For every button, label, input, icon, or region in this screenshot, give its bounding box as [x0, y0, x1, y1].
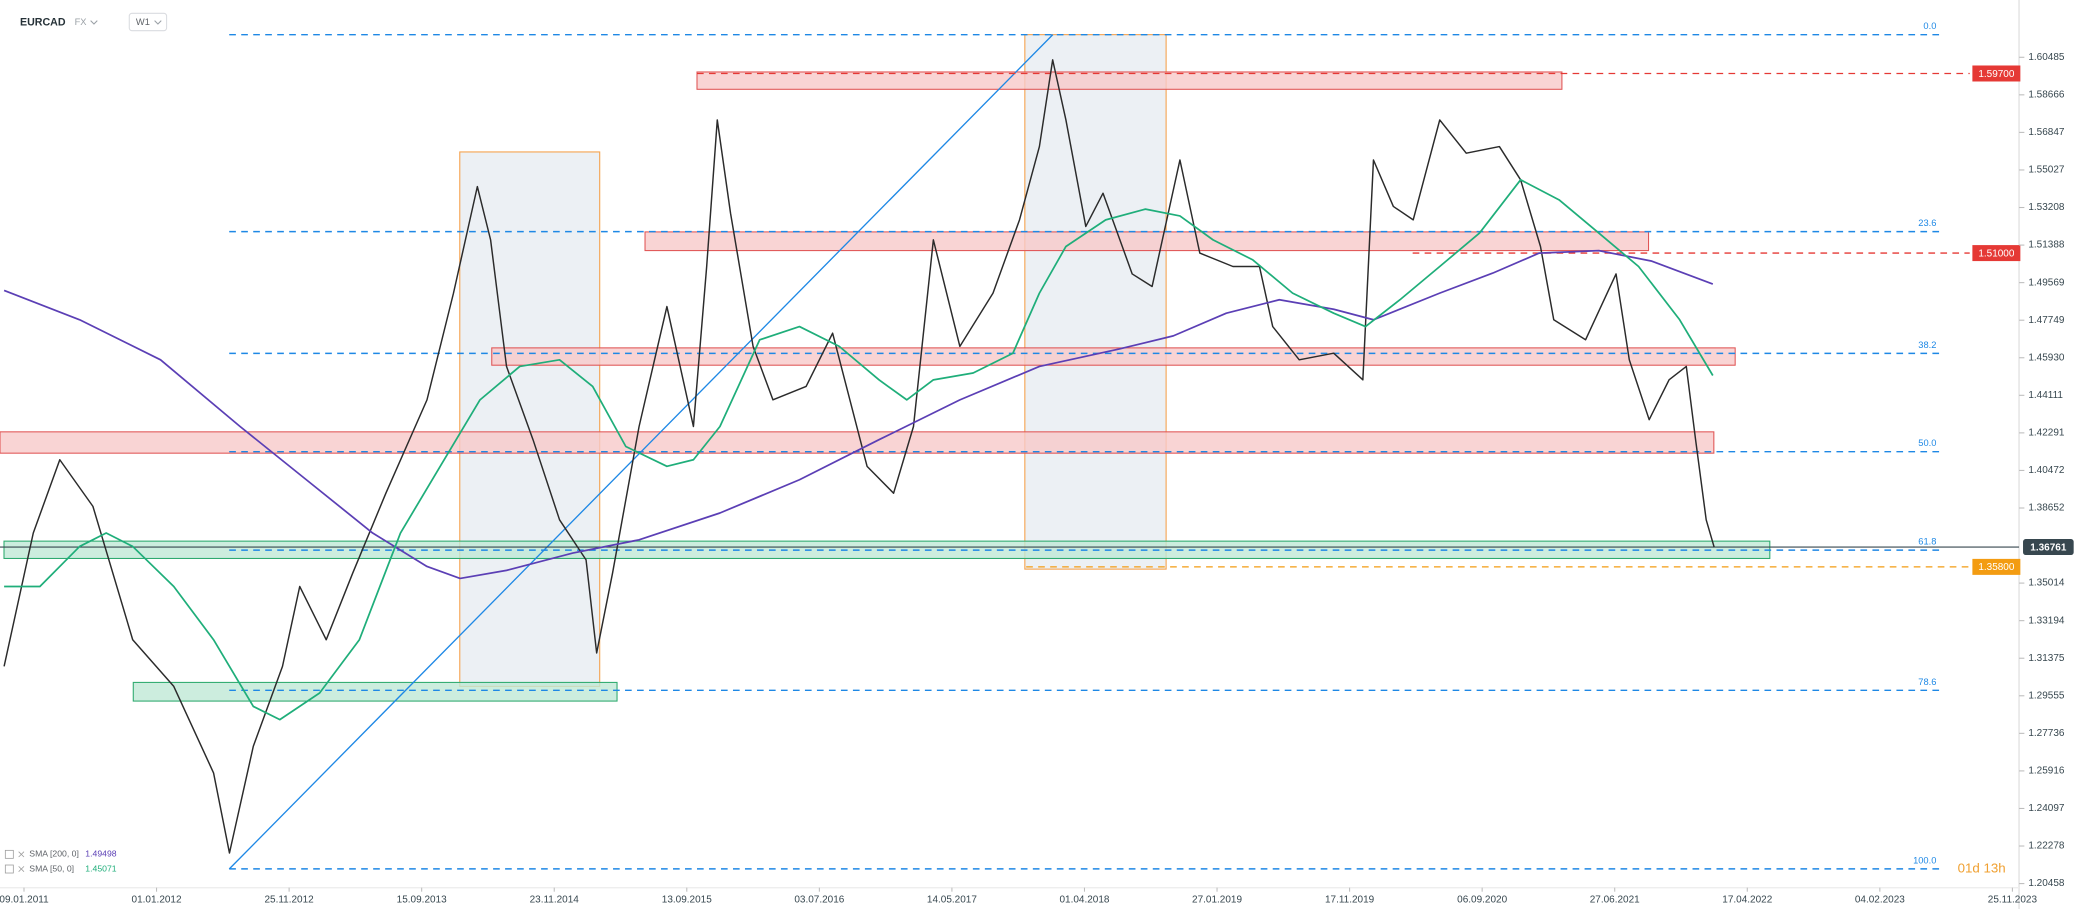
- y-tick-label: 1.31375: [2028, 653, 2065, 664]
- legend-value: 1.49498: [85, 849, 116, 859]
- price-label-box: [1972, 558, 2021, 575]
- resistance-zone: [644, 231, 1650, 252]
- price-label-box: [2023, 539, 2074, 556]
- y-tick-label: 1.56847: [2028, 127, 2065, 138]
- market: FX: [75, 17, 88, 27]
- fib-label: 50.0: [1918, 438, 1936, 448]
- x-tick-label: 04.02.2023: [1855, 894, 1905, 905]
- y-tick-label: 1.60485: [2028, 52, 2065, 63]
- sma-line: [4, 178, 1714, 721]
- price-label: 1.59700: [1978, 69, 2015, 80]
- zones: [0, 34, 1771, 870]
- price-label: 1.51000: [1978, 248, 2015, 259]
- x-tick-label: 01.04.2018: [1059, 894, 1109, 905]
- y-tick-label: 1.45930: [2028, 352, 2065, 363]
- symbol: EURCAD: [20, 16, 66, 28]
- timeframe-button[interactable]: [128, 12, 168, 32]
- x-tick-label: 06.09.2020: [1457, 894, 1507, 905]
- x-tick-label: 25.11.2012: [264, 894, 314, 905]
- y-tick-label: 1.27736: [2028, 728, 2065, 739]
- range-box: [459, 151, 601, 687]
- fib-label: 100.0: [1913, 855, 1936, 865]
- y-tick-label: 1.53208: [2028, 202, 2065, 213]
- y-tick-label: 1.35014: [2028, 578, 2065, 589]
- y-tick-label: 1.22278: [2028, 841, 2065, 852]
- x-tick-label: 27.01.2019: [1192, 894, 1242, 905]
- legend-name: SMA [50, 0]: [29, 863, 74, 873]
- y-tick-label: 1.20458: [2028, 878, 2065, 889]
- legend-close: [18, 851, 25, 858]
- sma-line: [3, 249, 1714, 580]
- header: EURCAD FX W1: [20, 12, 168, 32]
- resistance-zone: [491, 347, 1736, 366]
- y-tick-label: 1.24097: [2028, 803, 2065, 814]
- y-tick-label: 1.55027: [2028, 165, 2065, 176]
- y-tick-label: 1.44111: [2028, 390, 2063, 401]
- y-tick-label: 1.58666: [2028, 89, 2065, 100]
- price-label: 1.35800: [1978, 562, 2015, 573]
- resistance-zone: [696, 71, 1563, 90]
- x-tick-label: 17.04.2022: [1722, 894, 1772, 905]
- fib-label: 61.8: [1918, 537, 1936, 547]
- x-tick-label: 15.09.2013: [397, 894, 447, 905]
- legend-value: 1.45071: [85, 863, 116, 873]
- dropdown-arrow: [154, 20, 162, 25]
- fib-label: 78.6: [1918, 677, 1936, 687]
- y-tick-label: 1.42291: [2028, 428, 2065, 439]
- y-tick-label: 1.38652: [2028, 503, 2065, 514]
- y-tick-label: 1.33194: [2028, 615, 2065, 626]
- legend-icon: [4, 864, 14, 874]
- price-label: 1.36761: [2030, 542, 2067, 553]
- x-tick-label: 13.09.2015: [662, 894, 712, 905]
- price-label-box: [1972, 65, 2021, 82]
- fib-label: 23.6: [1918, 218, 1936, 228]
- resistance-zone: [0, 431, 1715, 454]
- bar-countdown: 01d 13h: [1958, 861, 2006, 876]
- fib-label: 0.0: [1923, 21, 1936, 31]
- legend-name: SMA [200, 0]: [29, 849, 79, 859]
- timeframe[interactable]: W1: [136, 17, 150, 27]
- x-tick-label: 17.11.2019: [1325, 894, 1375, 905]
- price-line: [3, 59, 1715, 854]
- support-zone: [132, 681, 618, 702]
- y-tick-label: 1.25916: [2028, 766, 2065, 777]
- y-tick-label: 1.40472: [2028, 465, 2065, 476]
- range-box: [1024, 34, 1167, 570]
- x-tick-label: 14.05.2017: [927, 894, 977, 905]
- x-tick-label: 03.07.2016: [794, 894, 844, 905]
- legend-close: [18, 866, 25, 872]
- price-label-box: [1972, 245, 2021, 262]
- x-tick-label: 01.01.2012: [132, 894, 182, 905]
- x-tick-label: 23.11.2014: [530, 894, 580, 905]
- y-tick-label: 1.49569: [2028, 277, 2065, 288]
- fib-label: 38.2: [1918, 340, 1936, 350]
- dropdown-arrow: [90, 20, 98, 25]
- x-tick-label: 25.11.2023: [1988, 894, 2038, 905]
- x-tick-label: 09.01.2011: [0, 894, 49, 905]
- x-tick-label: 27.06.2021: [1590, 894, 1640, 905]
- legend-icon: [4, 849, 14, 859]
- y-tick-label: 1.29555: [2028, 690, 2065, 701]
- y-tick-label: 1.47749: [2028, 315, 2065, 326]
- y-tick-label: 1.51388: [2028, 240, 2065, 251]
